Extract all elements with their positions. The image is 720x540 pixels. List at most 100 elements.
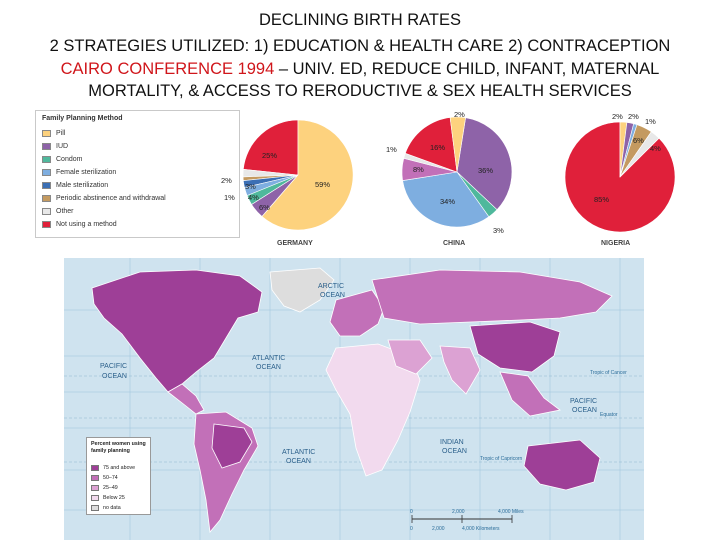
- pie-label: 2%: [612, 112, 623, 121]
- land-southeast-asia: [499, 371, 561, 417]
- pie-label: 4%: [650, 144, 661, 153]
- legend-item: Other: [42, 207, 74, 215]
- legend-item: Pill: [42, 129, 65, 137]
- scale-km-label: 0: [410, 526, 413, 532]
- land-central-america: [167, 383, 205, 415]
- pie-label: 1%: [386, 145, 397, 154]
- legend-swatch-not-using: [42, 220, 51, 228]
- land-greenland: [269, 267, 335, 313]
- ocean-label-arctic: OCEAN: [320, 292, 345, 299]
- tropic-of-cancer-label: Tropic of Cancer: [590, 370, 627, 376]
- legend-swatch-pill: [42, 129, 51, 137]
- pie-label: 1%: [224, 193, 235, 202]
- legend-label: Other: [56, 207, 74, 215]
- pie-slice-pill: [261, 119, 354, 231]
- pie-slice-iud: [456, 117, 513, 211]
- legend-swatch-other: [42, 207, 51, 215]
- pie-slice-not-using: [242, 119, 299, 176]
- pie-slice-female-sterilization: [402, 171, 490, 228]
- map-legend-label: 75 and above: [103, 464, 136, 471]
- legend-swatch-male-sterilization: [42, 181, 51, 189]
- pie-label: 4%: [248, 193, 259, 202]
- pie-label: 3%: [245, 182, 256, 191]
- ocean-label-atlantic-south: OCEAN: [286, 458, 311, 465]
- legend-item: IUD: [42, 142, 68, 150]
- legend-swatch-female-sterilization: [42, 168, 51, 176]
- map-legend-label: Below 25: [103, 494, 125, 501]
- legend-swatch-condom: [42, 155, 51, 163]
- ocean-label-pacific-east: PACIFIC: [570, 398, 597, 405]
- map-legend-swatch: [91, 504, 99, 511]
- ocean-label-atlantic-north: ATLANTIC: [252, 355, 285, 362]
- title-line-1: DECLINING BIRTH RATES: [258, 11, 461, 29]
- title-line-2: 2 STRATEGIES UTILIZED: 1) EDUCATION & HE…: [49, 37, 671, 55]
- map-legend: Percent women using family planning 75 a…: [86, 437, 151, 515]
- title-line-3-rest: – UNIV. ED, REDUCE CHILD, INFANT, MATERN…: [274, 60, 660, 78]
- map-legend-label: 50–74: [103, 474, 118, 481]
- pie-country-label: NIGERIA: [601, 240, 630, 247]
- pie-label: 6%: [259, 203, 270, 212]
- legend-title: Family Planning Method: [42, 115, 123, 122]
- map-legend-item: Below 25: [91, 494, 125, 501]
- pie-germany: 25% 59% 3% 4% 6% 2% 1% GERMANY: [221, 119, 354, 247]
- pie-label: 59%: [315, 180, 330, 189]
- pie-nigeria: 85% 2% 2% 1% 6% 4% NIGERIA: [564, 112, 676, 247]
- land-south-asia: [439, 345, 481, 395]
- scale-miles-label: 0: [410, 509, 413, 515]
- land-china: [469, 321, 561, 373]
- ocean-label-indian: OCEAN: [442, 448, 467, 455]
- pie-slice-pill: [449, 116, 466, 173]
- scale-miles-label: 4,000 Miles: [498, 509, 524, 515]
- title-line-4: MORTALITY, & ACCESS TO RERODUCTIVE & SEX…: [88, 82, 632, 100]
- family-planning-legend: Family Planning Method Pill IUD Condom F…: [35, 110, 240, 238]
- map-scale-bar: 0 2,000 4,000 Miles 0 2,000 4,000 Kilome…: [410, 509, 524, 532]
- ocean-label-pacific-west: PACIFIC: [100, 363, 127, 370]
- legend-label: Male sterilization: [56, 181, 109, 189]
- ocean-label-atlantic-north: OCEAN: [256, 364, 281, 371]
- land-north-america: [91, 269, 263, 393]
- map-legend-swatch: [91, 484, 99, 491]
- ocean-label-pacific-east: OCEAN: [572, 407, 597, 414]
- pie-label: 34%: [440, 197, 455, 206]
- map-legend-item: no data: [91, 504, 121, 511]
- pie-label: 2%: [628, 112, 639, 121]
- pie-slice-other: [619, 131, 660, 178]
- map-legend-title: Percent women using family planning: [91, 441, 146, 454]
- scale-km-label: 4,000 Kilometers: [462, 526, 500, 532]
- legend-label: Periodic abstinence and withdrawal: [56, 194, 166, 202]
- legend-label: Female sterilization: [56, 168, 117, 176]
- map-legend-label: 25–49: [103, 484, 118, 491]
- legend-label: Not using a method: [56, 220, 117, 228]
- land-brazil: [211, 423, 253, 469]
- tropic-of-capricorn-label: Tropic of Capricorn: [480, 456, 523, 462]
- pie-label: 25%: [262, 151, 277, 160]
- land-europe: [329, 289, 385, 337]
- pie-label: 2%: [221, 176, 232, 185]
- land-russia: [371, 269, 613, 325]
- scale-km-label: 2,000: [432, 526, 445, 532]
- legend-item: Female sterilization: [42, 168, 116, 176]
- pie-charts: 25% 59% 3% 4% 6% 2% 1% GERMANY 16% 2% 36…: [221, 110, 676, 247]
- legend-label: Pill: [56, 129, 66, 137]
- pie-label: 8%: [413, 165, 424, 174]
- map-legend-item: 25–49: [91, 484, 118, 491]
- pie-label: 85%: [594, 195, 609, 204]
- pie-label: 3%: [493, 226, 504, 235]
- map-legend-swatch: [91, 474, 99, 481]
- scale-miles-label: 2,000: [452, 509, 465, 515]
- land-australia: [523, 439, 601, 491]
- ocean-label-indian: INDIAN: [440, 439, 464, 446]
- legend-item: Condom: [42, 155, 82, 163]
- ocean-label-atlantic-south: ATLANTIC: [282, 449, 315, 456]
- ocean-label-arctic: ARCTIC: [318, 283, 344, 290]
- pie-country-label: GERMANY: [277, 240, 313, 247]
- pie-country-label: CHINA: [443, 240, 465, 247]
- pie-label: 6%: [633, 136, 644, 145]
- legend-label: Condom: [56, 155, 83, 163]
- map-legend-label: no data: [103, 504, 121, 511]
- land-middle-east: [387, 339, 433, 375]
- ocean-label-pacific-west: OCEAN: [102, 373, 127, 380]
- legend-swatch-iud: [42, 142, 51, 150]
- map-legend-swatch: [91, 464, 99, 471]
